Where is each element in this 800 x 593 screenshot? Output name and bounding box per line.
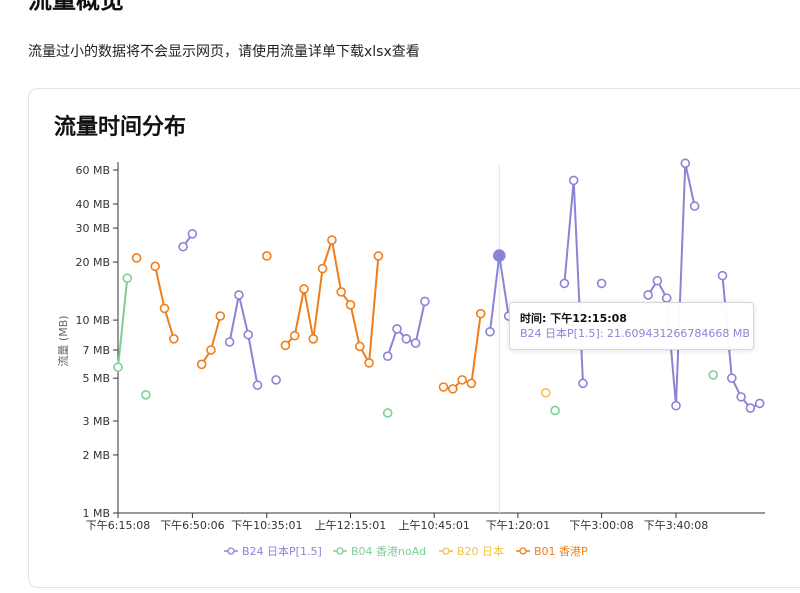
x-tick-label: 下午10:35:01 — [231, 519, 302, 532]
x-tick-label: 下午3:00:08 — [569, 519, 633, 532]
data-point-B01 — [308, 333, 319, 344]
data-point-B24 — [754, 398, 765, 409]
y-tick-label: 60 MB — [75, 164, 110, 177]
y-tick-label: 20 MB — [75, 256, 110, 269]
y-tick-label: 30 MB — [75, 222, 110, 235]
data-point-B04 — [550, 405, 560, 416]
data-point-B01 — [475, 308, 486, 319]
legend-swatch-dot — [227, 547, 235, 555]
legend-label: B04 香港noAd — [351, 545, 426, 558]
data-point-B01 — [327, 235, 337, 245]
data-point-B01 — [131, 253, 142, 263]
data-point-B24 — [187, 229, 198, 239]
data-point-B01 — [196, 359, 207, 370]
data-point-B04 — [122, 273, 133, 283]
data-point-B24 — [252, 380, 263, 390]
x-tick-label: 下午1:20:01 — [486, 519, 550, 532]
tooltip-value: B24 日本P[1.5]: 21.609431266784668 MB — [520, 327, 750, 340]
data-point-B01 — [466, 378, 477, 389]
data-point-B04 — [141, 389, 151, 400]
x-tick-label: 上午10:45:01 — [398, 519, 469, 532]
x-tick-label: 下午6:15:08 — [86, 519, 150, 532]
data-point-B04 — [113, 362, 123, 372]
data-point-B24 — [643, 290, 653, 300]
data-point-B24 — [243, 329, 253, 340]
data-point-B24 — [596, 278, 607, 289]
tooltip-time: 时间: 下午12:15:08 — [520, 312, 627, 325]
data-point-B24 — [680, 158, 691, 169]
data-point-B01 — [159, 303, 170, 314]
y-tick-label: 2 MB — [82, 449, 110, 462]
data-point-B01 — [261, 251, 272, 261]
data-point-B24 — [234, 290, 244, 300]
data-point-B24 — [736, 392, 746, 402]
data-point-B01 — [206, 345, 216, 355]
data-point-B04 — [708, 370, 719, 380]
data-point-B24 — [717, 270, 728, 281]
y-tick-label: 40 MB — [75, 198, 110, 211]
data-point-B24 — [568, 175, 579, 186]
data-point-B01 — [289, 330, 300, 341]
card-title: 流量时间分布 — [54, 115, 187, 140]
data-point-B01 — [336, 287, 347, 297]
data-point-B01 — [150, 261, 160, 272]
data-point-B24 — [410, 338, 421, 348]
data-point-B24 — [392, 324, 402, 334]
data-point-B24 — [485, 326, 495, 337]
data-point-B01 — [215, 311, 226, 321]
data-point-B24 — [661, 293, 672, 303]
chart-tooltip: 时间: 下午12:15:08 B24 日本P[1.5]: 21.60943126… — [509, 302, 754, 350]
y-tick-label: 5 MB — [82, 372, 110, 385]
data-point-B24 — [726, 373, 737, 383]
series-line-B24 — [182, 162, 761, 410]
data-point-B01 — [457, 375, 467, 385]
data-point-B24 — [401, 333, 412, 344]
x-tick-label: 下午6:50:06 — [160, 519, 224, 532]
data-point-B01 — [345, 300, 356, 310]
x-tick-label: 上午12:15:01 — [315, 519, 386, 532]
y-tick-label: 10 MB — [75, 314, 110, 327]
y-tick-label: 3 MB — [82, 415, 110, 428]
data-point-B01 — [299, 284, 309, 294]
data-point-B01 — [317, 263, 328, 274]
data-point-B24 — [420, 296, 430, 307]
page-note: 流量过小的数据将不会显示网页，请使用流量详单下载xlsx查看 — [28, 44, 420, 60]
data-point-B01 — [373, 251, 384, 261]
data-point-B24 — [271, 375, 281, 385]
page-heading: 流量概览 — [28, 0, 124, 14]
data-point-B01 — [364, 358, 374, 368]
y-tick-label: 1 MB — [82, 507, 110, 520]
data-point-B24 — [559, 278, 570, 289]
data-point-B20 — [540, 387, 551, 398]
data-point-B04 — [382, 408, 393, 418]
legend-swatch-dot — [519, 547, 527, 555]
data-point-B01 — [169, 333, 179, 344]
legend-label: B01 香港P — [534, 545, 588, 558]
legend-swatch-dot — [336, 547, 344, 555]
data-point-B01 — [354, 341, 365, 352]
data-point-B24 — [745, 403, 756, 413]
y-tick-label: 7 MB — [82, 344, 110, 357]
x-tick-label: 下午3:40:08 — [644, 519, 708, 532]
highlighted-point — [492, 249, 506, 262]
data-point-B24 — [382, 351, 393, 361]
data-point-B01 — [447, 384, 458, 394]
legend-label: B24 日本P[1.5] — [242, 544, 322, 558]
legend-swatch-dot — [442, 547, 450, 555]
data-point-B01 — [438, 382, 449, 392]
data-point-B24 — [224, 337, 235, 347]
data-point-B24 — [671, 400, 681, 411]
data-point-B24 — [178, 241, 188, 252]
data-point-B24 — [578, 378, 588, 389]
data-point-B24 — [652, 275, 663, 286]
y-axis-label: 流量 (MB) — [56, 315, 70, 366]
data-point-B24 — [689, 201, 700, 211]
legend-label: B20 日本 — [457, 544, 504, 558]
data-point-B01 — [280, 340, 291, 351]
